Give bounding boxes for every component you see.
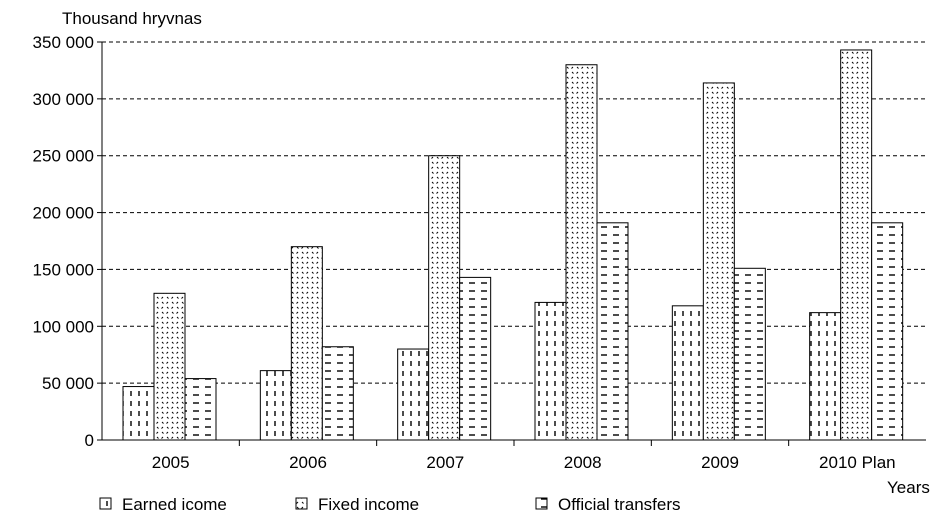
x-tick-label: 2010 Plan bbox=[819, 453, 896, 472]
x-tick-label: 2007 bbox=[426, 453, 464, 472]
x-tick-label: 2009 bbox=[701, 453, 739, 472]
y-axis-label: Thousand hryvnas bbox=[62, 9, 202, 28]
legend-label: Official transfers bbox=[558, 495, 681, 514]
legend-label: Fixed income bbox=[318, 495, 419, 514]
y-tick-label: 200 000 bbox=[33, 204, 94, 223]
x-axis-ticks: 2005 2006 2007 2008 2009 2010 Plan bbox=[152, 440, 896, 472]
legend-swatch bbox=[535, 497, 548, 510]
bar bbox=[184, 378, 217, 441]
y-tick-label: 150 000 bbox=[33, 260, 94, 279]
y-tick-label: 50 000 bbox=[42, 374, 94, 393]
x-tick-label: 2005 bbox=[152, 453, 190, 472]
bar bbox=[259, 370, 292, 441]
bar bbox=[565, 64, 598, 441]
y-axis-ticks: 0 50 000 100 000 150 000 200 000 250 000 300 0… bbox=[33, 33, 102, 450]
gridlines bbox=[102, 41, 926, 384]
bar bbox=[733, 267, 766, 441]
legend-label: Earned icome bbox=[122, 495, 227, 514]
bar bbox=[290, 246, 323, 441]
bar bbox=[321, 346, 354, 441]
x-tick-label: 2008 bbox=[564, 453, 602, 472]
bar bbox=[871, 222, 904, 441]
legend: Earned icome Fixed income Official transfe… bbox=[99, 495, 681, 514]
x-axis-label: Years bbox=[887, 478, 930, 497]
bar bbox=[428, 155, 461, 441]
y-tick-label: 250 000 bbox=[33, 147, 94, 166]
legend-swatch bbox=[295, 497, 308, 510]
bar bbox=[397, 348, 430, 441]
y-tick-label: 0 bbox=[85, 431, 94, 450]
bar bbox=[840, 49, 873, 441]
y-tick-label: 300 000 bbox=[33, 90, 94, 109]
bar bbox=[809, 312, 842, 441]
y-tick-label: 100 000 bbox=[33, 317, 94, 336]
bar bbox=[671, 305, 704, 441]
bar bbox=[153, 292, 186, 441]
bar bbox=[596, 222, 629, 441]
legend-swatch bbox=[99, 497, 112, 510]
bar bbox=[534, 301, 567, 441]
bar bbox=[459, 276, 492, 441]
bar bbox=[702, 82, 735, 441]
bar bbox=[122, 386, 155, 441]
bars bbox=[122, 49, 904, 441]
y-tick-label: 350 000 bbox=[33, 33, 94, 52]
x-tick-label: 2006 bbox=[289, 453, 327, 472]
